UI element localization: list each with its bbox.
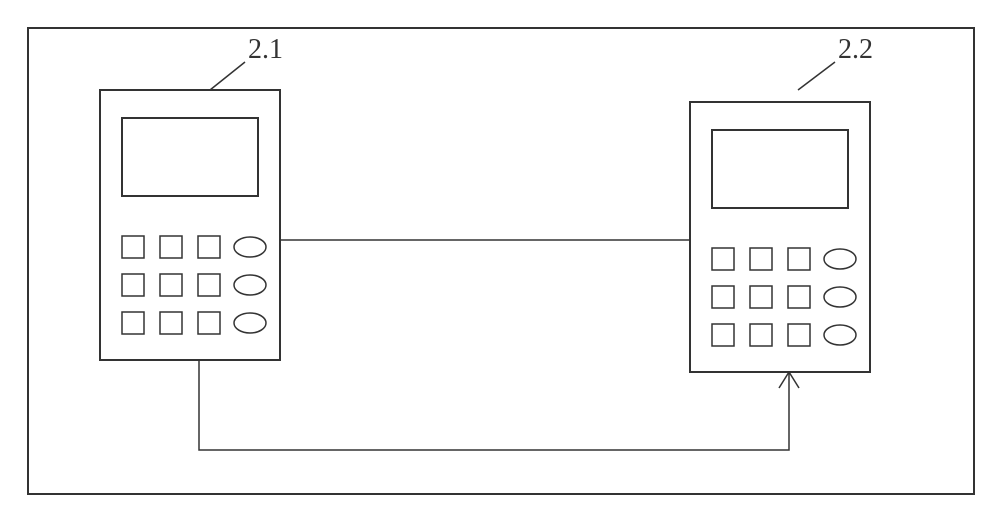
device-left-key [122,236,144,258]
device-right-key [712,248,734,270]
device-left-key [160,236,182,258]
device-left-key [198,312,220,334]
label-right: 2.2 [838,34,873,65]
diagram-canvas: 2.1 2.2 [0,0,1000,522]
device-right-key [788,248,810,270]
arrowhead-part [789,372,799,388]
device-right-key [788,324,810,346]
device-left-oval-key [234,313,266,333]
device-right-oval-key [824,325,856,345]
device-left-key [198,274,220,296]
device-left-key [160,312,182,334]
device-right-key [750,324,772,346]
device-left-key [122,274,144,296]
device-left-oval-key [234,237,266,257]
device-right-oval-key [824,287,856,307]
label-leader-right [798,62,835,90]
device-right-screen [712,130,848,208]
arrowhead-part [779,372,789,388]
label-left: 2.1 [248,34,283,65]
device-right-key [788,286,810,308]
device-left-key [122,312,144,334]
device-right-key [712,286,734,308]
device-right [690,102,870,372]
device-left [100,90,280,360]
device-left-screen [122,118,258,196]
device-left-oval-key [234,275,266,295]
device-right-key [750,248,772,270]
connection-bottom [199,360,789,450]
device-right-oval-key [824,249,856,269]
device-right-key [712,324,734,346]
device-right-key [750,286,772,308]
device-left-key [198,236,220,258]
label-leader-left [210,62,245,90]
device-left-key [160,274,182,296]
